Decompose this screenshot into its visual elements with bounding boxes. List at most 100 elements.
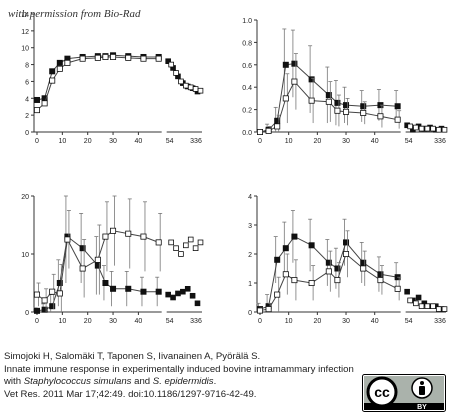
data-point-late	[435, 306, 442, 312]
person-head-icon	[420, 381, 424, 385]
data-point-late	[418, 303, 425, 309]
x-tick-label: 30	[109, 138, 117, 145]
y-tick-label: 10	[21, 252, 29, 259]
x-tick-label: 0	[258, 138, 262, 145]
data-point	[325, 268, 332, 275]
y-tick-label: 20	[21, 194, 29, 201]
data-point	[94, 54, 101, 61]
series-filled	[256, 28, 445, 135]
data-point	[56, 65, 63, 72]
data-point-late	[168, 239, 174, 246]
data-point-late	[189, 292, 196, 299]
chart-panel-2: 0.0 0.2 0.4 0.6 0.8 1.0 0 10 20 30 40 54 336	[242, 18, 448, 145]
data-point-late	[168, 61, 174, 68]
x-tick-label: 20	[313, 318, 321, 325]
x-tick-label: 40	[135, 138, 143, 145]
data-point	[325, 92, 332, 99]
series-line	[36, 56, 159, 111]
data-point	[282, 61, 289, 68]
data-point	[34, 96, 41, 103]
series-line	[36, 54, 159, 101]
data-point	[125, 230, 132, 237]
series-open	[34, 195, 204, 312]
y-tick-label: 0	[248, 310, 252, 317]
x-tick-label-late: 54	[166, 318, 174, 325]
data-point	[291, 233, 298, 240]
data-point	[56, 290, 63, 297]
x-tick-label-late: 54	[405, 138, 413, 145]
x-tick-label: 40	[371, 318, 379, 325]
data-point	[64, 59, 71, 66]
data-point-late	[175, 290, 181, 297]
data-point-late	[173, 245, 179, 252]
data-point	[360, 109, 367, 116]
data-point-late	[424, 125, 431, 132]
data-point	[79, 265, 86, 272]
data-point	[274, 256, 281, 263]
data-point	[343, 239, 350, 246]
data-point	[34, 107, 41, 114]
data-point	[94, 262, 101, 269]
cc-by-license-badge[interactable]: cc BY	[362, 374, 446, 412]
data-point	[265, 306, 272, 313]
x-tick-label: 10	[285, 318, 293, 325]
x-tick-label-late: 54	[405, 318, 413, 325]
data-point-late	[192, 245, 199, 252]
data-point	[308, 242, 315, 249]
y-tick-label: 6	[25, 79, 29, 86]
data-point	[110, 53, 117, 60]
data-point	[110, 227, 117, 234]
data-point	[155, 288, 162, 295]
y-tick-label: 4	[25, 96, 29, 103]
caption-title-end: .	[213, 376, 217, 388]
x-tick-label: 30	[342, 138, 350, 145]
data-point-late	[441, 306, 448, 312]
caption-species-2: S. epidermidis	[152, 376, 214, 388]
data-point	[265, 127, 272, 134]
data-point-late	[197, 87, 204, 94]
data-point	[256, 307, 263, 314]
data-point	[140, 288, 147, 295]
data-point-late	[430, 125, 436, 132]
data-point-late	[424, 303, 431, 309]
x-tick-label: 30	[342, 318, 350, 325]
data-point	[256, 128, 263, 135]
x-tick-label: 40	[135, 318, 143, 325]
data-point-late	[178, 251, 184, 257]
data-point	[34, 307, 41, 314]
data-point	[377, 277, 384, 284]
data-point	[334, 265, 341, 272]
data-point	[334, 277, 341, 284]
data-point	[41, 306, 48, 313]
x-tick-label: 20	[84, 138, 92, 145]
data-point-late	[178, 78, 184, 85]
data-point-late	[413, 124, 419, 131]
data-point-late	[187, 84, 194, 91]
data-point	[140, 233, 147, 240]
data-point	[377, 113, 384, 120]
series-open	[256, 53, 448, 135]
data-point	[49, 68, 56, 75]
series-filled	[33, 195, 201, 314]
series-line	[36, 235, 159, 312]
x-tick-label-late: 336	[190, 318, 202, 325]
x-tick-label: 0	[258, 318, 262, 325]
data-point-late	[407, 123, 413, 130]
data-point	[274, 123, 281, 130]
cc-letters: cc	[374, 384, 390, 400]
data-point	[308, 76, 315, 83]
data-point	[274, 117, 281, 124]
y-tick-label: 1.0	[242, 18, 252, 25]
permission-note: with permission from Bio-Rad	[8, 8, 141, 20]
caption-title: Innate immune response in experimentally…	[4, 364, 356, 389]
caption-title-start: Innate immune response in experimentally…	[4, 363, 354, 388]
y-tick-label: 0.2	[242, 108, 252, 115]
y-tick-label: 0.8	[242, 40, 252, 47]
data-point-late	[183, 242, 189, 249]
x-tick-label: 40	[371, 138, 379, 145]
data-point	[343, 250, 350, 257]
y-tick-label: 0.4	[242, 85, 252, 92]
data-point-late	[173, 70, 179, 76]
data-point	[274, 291, 281, 298]
